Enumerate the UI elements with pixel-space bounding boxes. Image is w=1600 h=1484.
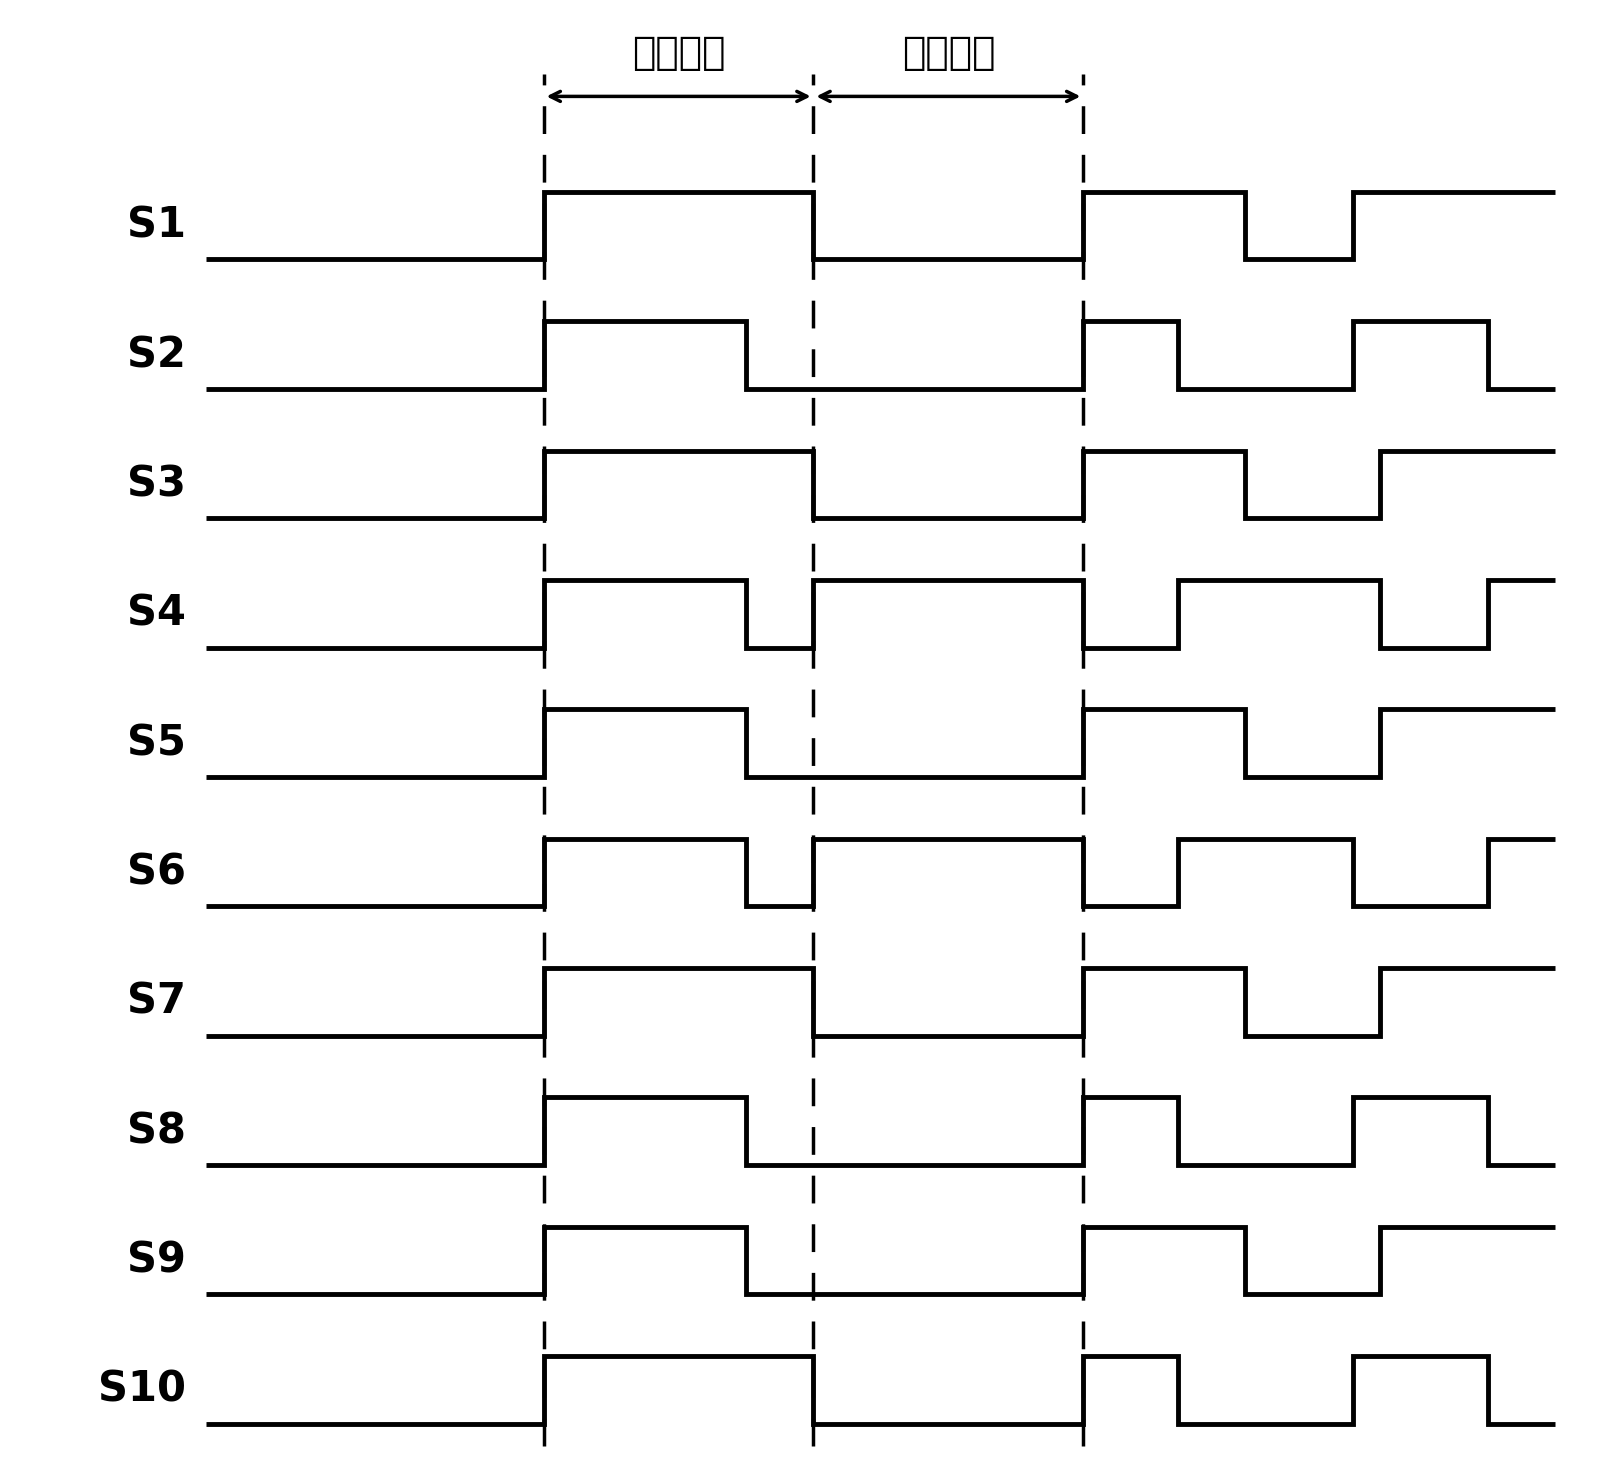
Text: S1: S1 [128,205,186,246]
Text: S7: S7 [128,981,186,1022]
Text: S2: S2 [128,334,186,375]
Text: S8: S8 [128,1110,186,1152]
Text: S6: S6 [128,852,186,893]
Text: S9: S9 [128,1239,186,1282]
Text: S5: S5 [128,723,186,764]
Text: S4: S4 [128,592,186,635]
Text: S10: S10 [98,1368,186,1411]
Text: S3: S3 [128,463,186,506]
Text: 第２期間: 第２期間 [902,34,995,71]
Text: 第１期間: 第１期間 [632,34,725,71]
